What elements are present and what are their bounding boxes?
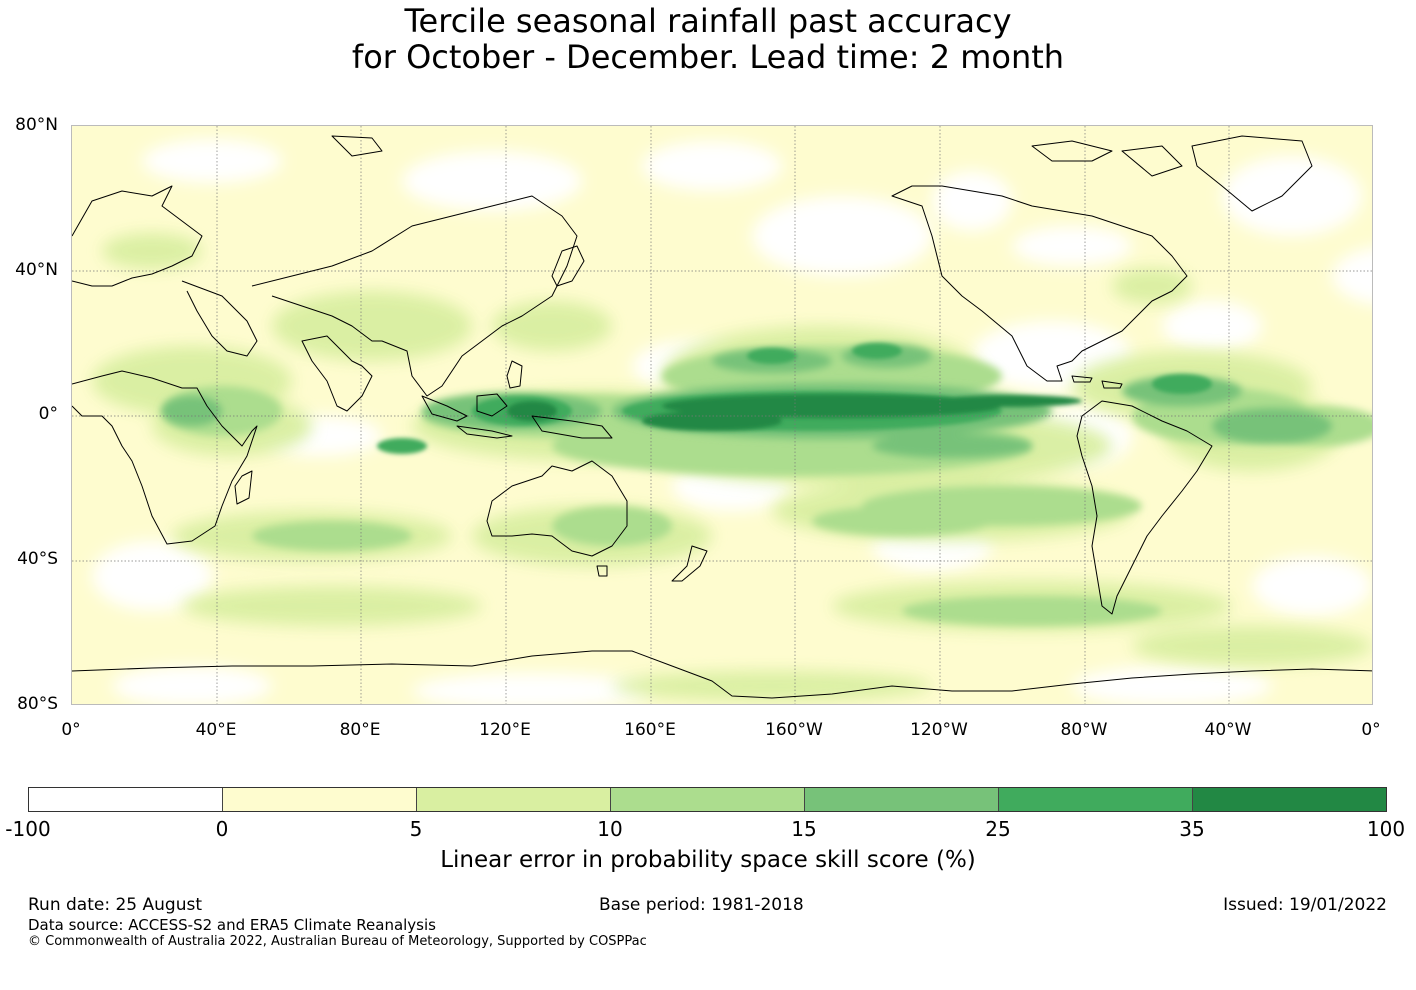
colorbar-segment <box>29 788 223 811</box>
lon-label-120e: 120°E <box>479 720 531 740</box>
colorbar-tick: 25 <box>985 817 1011 841</box>
lon-label-160w: 160°W <box>765 720 823 740</box>
lon-label-40w: 40°W <box>1204 720 1252 740</box>
colorbar-label: Linear error in probability space skill … <box>440 847 976 873</box>
lon-label-0-east-edge: 0° <box>1361 720 1381 740</box>
colorbar-segment <box>805 788 999 811</box>
colorbar-tick: 0 <box>215 817 229 841</box>
lon-label-40e: 40°E <box>195 720 237 740</box>
lon-label-80w: 80°W <box>1060 720 1108 740</box>
colorbar-tick: 35 <box>1179 817 1205 841</box>
run-date: Run date: 25 August <box>28 895 202 915</box>
lat-label-40n: 40°N <box>15 260 58 280</box>
lat-label-80n: 80°N <box>15 115 58 135</box>
data-source: Data source: ACCESS-S2 and ERA5 Climate … <box>28 916 436 934</box>
lat-label-80s: 80°S <box>17 694 58 714</box>
lon-label-160e: 160°E <box>624 720 676 740</box>
colorbar-tick: 15 <box>791 817 817 841</box>
colorbar-segment <box>611 788 805 811</box>
colorbar-segment <box>417 788 611 811</box>
copyright-notice: © Commonwealth of Australia 2022, Austra… <box>28 934 647 949</box>
graticule <box>72 126 1372 704</box>
issued-date: Issued: 19/01/2022 <box>1223 895 1387 915</box>
map-title-line-1: Tercile seasonal rainfall past accuracy <box>404 2 1012 40</box>
map-canvas <box>72 126 1372 704</box>
colorbar <box>28 787 1387 812</box>
base-period: Base period: 1981-2018 <box>599 895 804 915</box>
lon-label-80e: 80°E <box>339 720 381 740</box>
colorbar-segment <box>1193 788 1386 811</box>
map-title-line-2: for October - December. Lead time: 2 mon… <box>351 38 1065 76</box>
colorbar-tick: 5 <box>409 817 423 841</box>
lat-label-equator: 0° <box>38 404 58 424</box>
colorbar-segment <box>999 788 1193 811</box>
lon-label-0-west-edge: 0° <box>61 720 81 740</box>
lat-label-40s: 40°S <box>17 549 58 569</box>
colorbar-tick: 100 <box>1366 817 1406 841</box>
skill-35-100-regions <box>507 394 1082 431</box>
lon-label-120w: 120°W <box>910 720 968 740</box>
colorbar-tick: -100 <box>5 817 51 841</box>
skill-score-map <box>71 125 1373 705</box>
colorbar-tick: 10 <box>597 817 623 841</box>
coastlines <box>72 135 1372 699</box>
colorbar-segment <box>223 788 417 811</box>
